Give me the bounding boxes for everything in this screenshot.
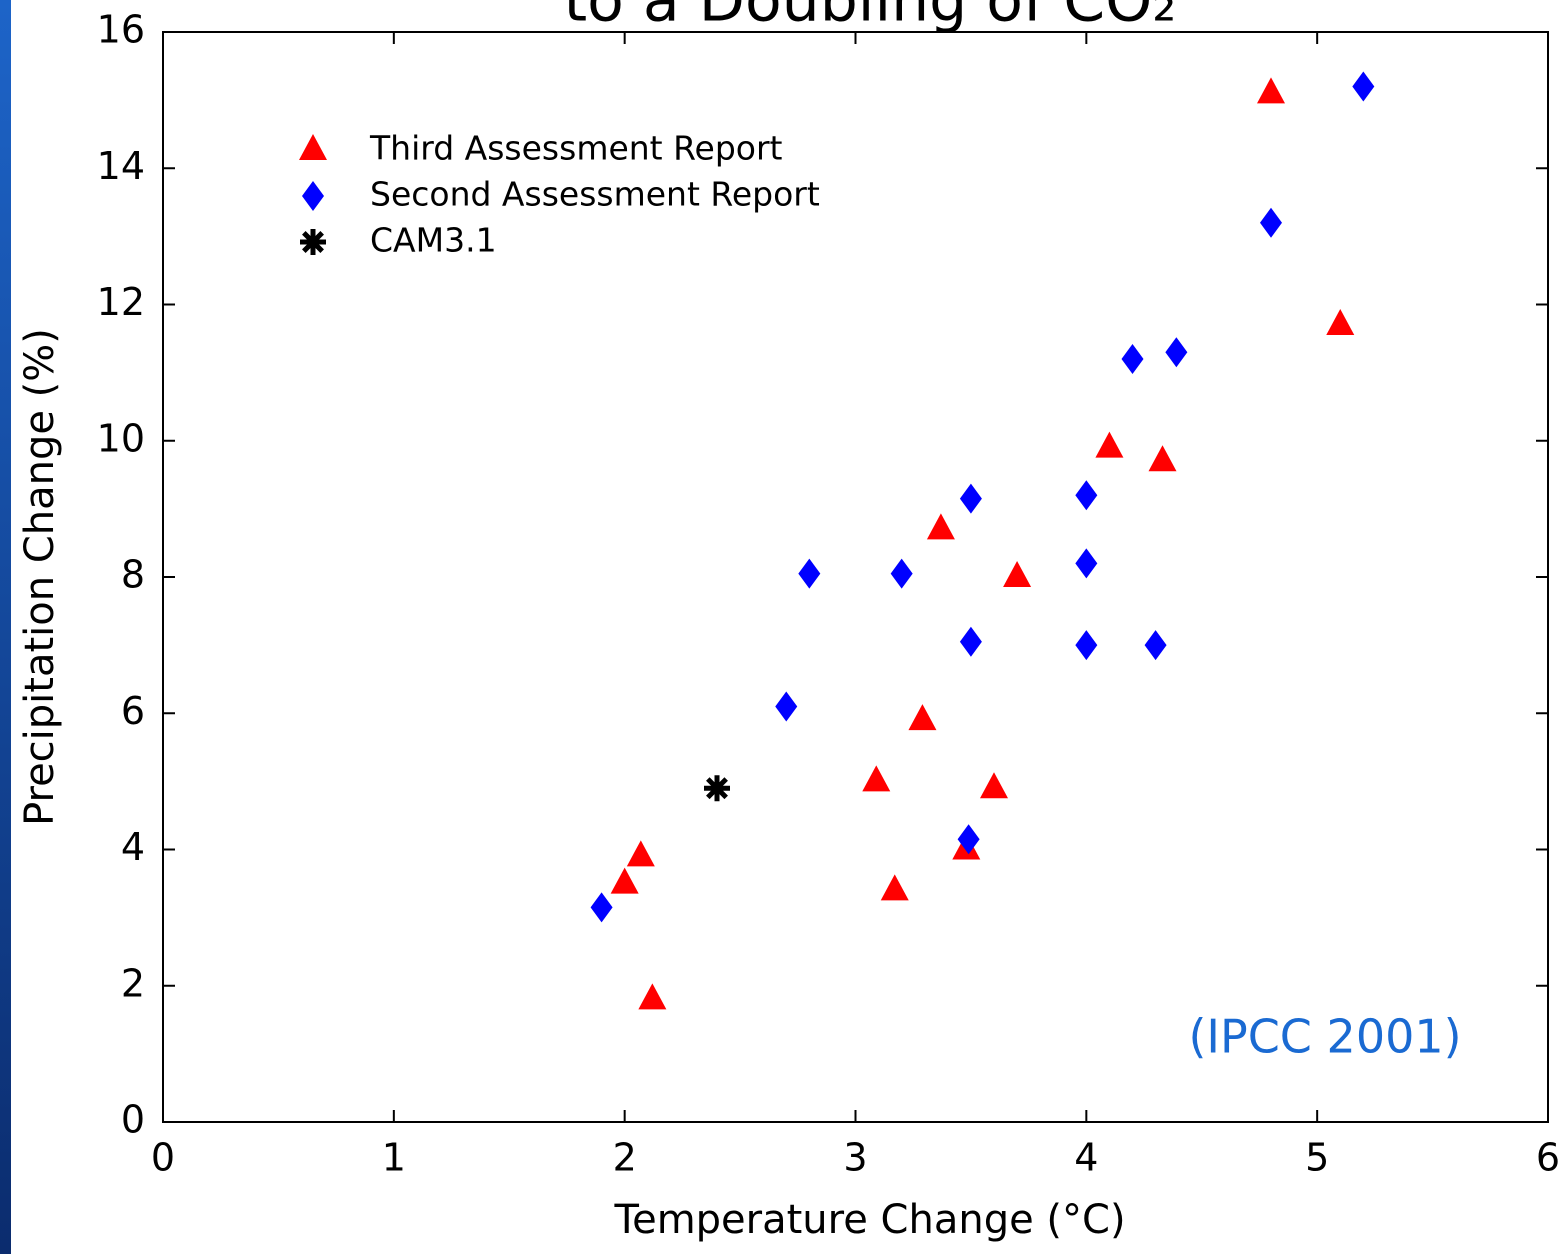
legend-marker xyxy=(302,181,324,211)
legend-label: Third Assessment Report xyxy=(369,129,783,168)
y-tick-label: 8 xyxy=(121,553,145,597)
y-tick-label: 6 xyxy=(121,689,145,733)
diamond-point xyxy=(1260,207,1282,238)
x-tick-label: 6 xyxy=(1536,1136,1560,1180)
triangle-point xyxy=(1003,561,1032,587)
diamond-point xyxy=(890,558,913,589)
x-axis-label: Temperature Change (°C) xyxy=(613,1197,1125,1243)
diamond-point xyxy=(959,483,982,514)
side-strip xyxy=(0,0,11,1254)
diamond-point xyxy=(1121,344,1144,374)
y-tick-label: 14 xyxy=(97,144,145,188)
diamond-point xyxy=(959,626,982,657)
triangle-point xyxy=(880,874,909,901)
diamond-point xyxy=(1352,71,1375,102)
triangle-point xyxy=(862,765,891,792)
y-tick-label: 2 xyxy=(121,961,145,1005)
legend-marker xyxy=(300,229,326,255)
y-tick-label: 10 xyxy=(97,416,145,460)
diamond-point xyxy=(775,691,798,722)
triangle-point xyxy=(1326,308,1355,335)
diamond-point xyxy=(1075,548,1098,579)
diamond-point xyxy=(1165,337,1188,368)
y-tick-label: 4 xyxy=(121,825,145,869)
star-point xyxy=(704,775,730,802)
y-tick-label: 12 xyxy=(97,280,145,324)
x-tick-label: 1 xyxy=(382,1136,406,1180)
x-tick-label: 5 xyxy=(1305,1136,1329,1180)
y-axis-label: Precipitation Change (%) xyxy=(17,328,63,826)
x-tick-label: 0 xyxy=(151,1136,175,1180)
triangle-point xyxy=(980,772,1008,799)
diamond-point xyxy=(957,824,980,855)
triangle-point xyxy=(626,840,655,867)
x-tick-label: 4 xyxy=(1074,1136,1098,1180)
y-tick-label: 0 xyxy=(121,1098,145,1142)
y-tick-label: 16 xyxy=(97,8,145,52)
triangle-point xyxy=(638,983,667,1010)
annotation: (IPCC 2001) xyxy=(1188,1010,1461,1064)
diamond-point xyxy=(1075,480,1098,511)
triangle-point xyxy=(926,513,955,540)
diamond-point xyxy=(798,558,821,589)
diamond-point xyxy=(1075,630,1098,661)
triangle-point xyxy=(908,704,937,731)
chart-title: to a Doubling of CO₂ xyxy=(564,0,1177,36)
triangle-point xyxy=(610,867,639,894)
triangle-point xyxy=(1095,431,1124,458)
triangle-point xyxy=(1257,77,1285,104)
legend-marker xyxy=(299,134,327,160)
diamond-point xyxy=(1144,630,1167,661)
x-tick-label: 3 xyxy=(843,1136,867,1180)
legend-label: CAM3.1 xyxy=(370,221,497,260)
x-tick-label: 2 xyxy=(613,1136,637,1180)
legend-label: Second Assessment Report xyxy=(370,175,820,214)
diamond-point xyxy=(590,892,613,923)
triangle-point xyxy=(1148,445,1177,472)
